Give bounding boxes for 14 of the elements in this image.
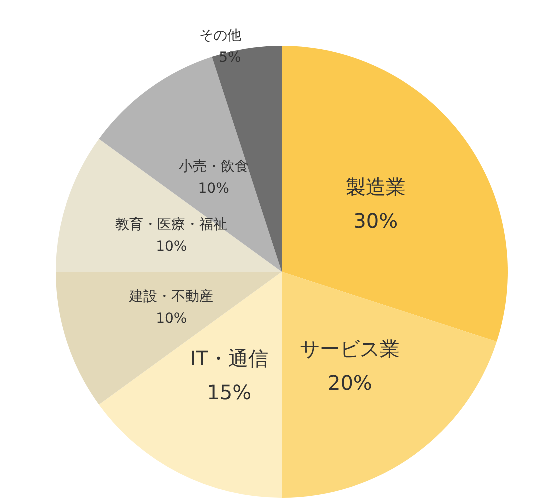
data-label: 30% bbox=[354, 208, 398, 233]
data-label: 10% bbox=[156, 310, 188, 327]
data-label: 5% bbox=[219, 50, 242, 66]
data-label: 20% bbox=[328, 370, 372, 395]
data-label: 10% bbox=[198, 181, 230, 198]
slice-label: サービス業 bbox=[300, 336, 400, 361]
slice-label: 教育・医療・福祉 bbox=[116, 216, 228, 234]
slice-label: IT・通信 bbox=[190, 346, 268, 370]
data-label: 10% bbox=[156, 239, 188, 256]
slice-label: 小売・飲食 bbox=[178, 159, 249, 176]
slice-label: その他 bbox=[199, 28, 242, 44]
data-label: 15% bbox=[207, 380, 252, 404]
slice-label: 製造業 bbox=[346, 174, 406, 199]
slice-label: 建設・不動産 bbox=[128, 288, 214, 305]
